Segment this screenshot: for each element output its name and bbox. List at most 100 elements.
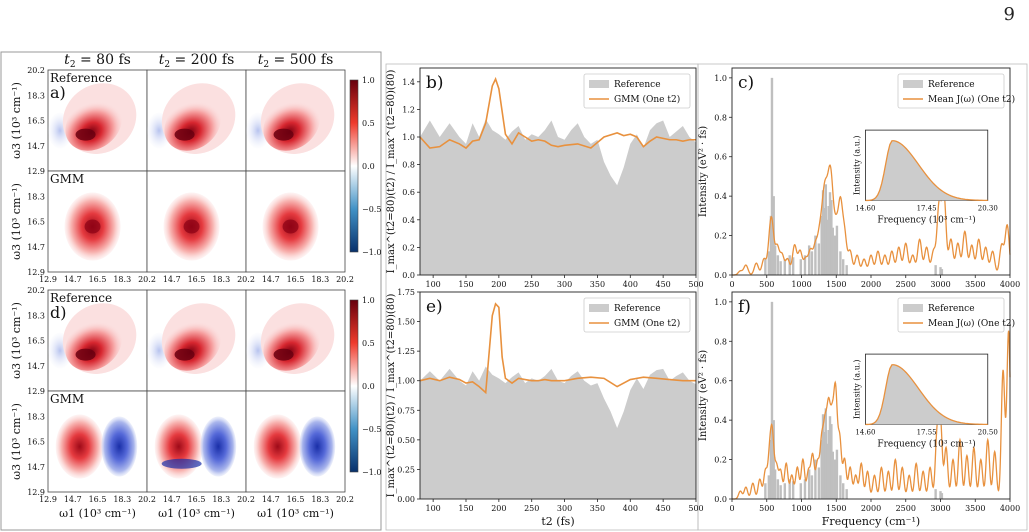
x-tick-label: 14.7 bbox=[64, 495, 82, 504]
reference-stick bbox=[773, 245, 777, 275]
y-tick-label: 16.5 bbox=[27, 218, 45, 227]
reference-stick bbox=[842, 483, 845, 499]
y-tick-label: 0.0 bbox=[402, 271, 415, 280]
colorbar-tick: −1.0 bbox=[362, 248, 381, 257]
y-axis-label: Intensity (eV² · fs) bbox=[698, 350, 709, 441]
reference-stick bbox=[799, 259, 803, 275]
colorbar-tick: −0.5 bbox=[362, 205, 381, 214]
inset-x-tick-label: 14.60 bbox=[855, 428, 875, 436]
legend-box bbox=[897, 297, 1005, 333]
reference-stick bbox=[807, 469, 811, 499]
gmm-negative-streak bbox=[161, 458, 202, 469]
peak-core bbox=[75, 128, 96, 141]
reference-stick bbox=[817, 243, 821, 275]
reference-stick bbox=[810, 475, 814, 499]
row-label: GMM bbox=[50, 172, 84, 186]
colorbar-tick: −0.5 bbox=[362, 425, 381, 434]
y-tick-label: 14.7 bbox=[27, 463, 45, 472]
column-title-var: t bbox=[258, 52, 264, 68]
colorbar-tick: −1.0 bbox=[362, 468, 381, 477]
gmm-line bbox=[419, 76, 696, 150]
x-tick-label: 450 bbox=[656, 504, 671, 513]
chart-e: 100 150 200 250 300 350 400 450 500 0.00 0.25 0.50 0… bbox=[386, 288, 704, 528]
y-tick-label: 0.2 bbox=[714, 456, 727, 465]
x-tick-label: 1000 bbox=[791, 504, 811, 513]
inset-reference-area bbox=[865, 140, 988, 201]
x-tick-label: 3500 bbox=[965, 280, 985, 289]
reference-stick bbox=[839, 251, 842, 275]
x-tick-label: 14.7 bbox=[64, 275, 82, 284]
panel-label: f) bbox=[738, 297, 751, 317]
reference-stick bbox=[820, 439, 823, 499]
gmm-line bbox=[419, 302, 696, 395]
y-tick-label: 0.0 bbox=[714, 271, 727, 280]
x-tick-label: 200 bbox=[491, 280, 506, 289]
reference-stick bbox=[788, 255, 791, 275]
spectrum-cell bbox=[146, 69, 247, 172]
x-tick-label: 350 bbox=[590, 504, 605, 513]
x-tick-label: 14.7 bbox=[262, 495, 280, 504]
colorbar-tick: 0.5 bbox=[362, 119, 375, 128]
reference-stick bbox=[824, 184, 828, 275]
y-tick-label: 12.9 bbox=[27, 167, 45, 176]
reference-stick bbox=[810, 251, 814, 275]
y-tick-label: 1.25 bbox=[397, 347, 415, 356]
reference-stick bbox=[803, 479, 807, 499]
reference-stick bbox=[833, 235, 837, 275]
y-tick-label: 0.6 bbox=[402, 188, 415, 197]
reference-stick bbox=[831, 451, 834, 499]
y-tick-label: 20.2 bbox=[27, 66, 45, 75]
y-tick-label: 18.3 bbox=[27, 412, 45, 421]
reference-stick bbox=[767, 251, 771, 275]
spectrum-cell bbox=[146, 289, 247, 392]
reference-stick bbox=[821, 190, 825, 275]
reference-stick bbox=[823, 431, 826, 499]
x-tick-label: 500 bbox=[759, 504, 774, 513]
x-tick-label: 400 bbox=[623, 280, 638, 289]
y-tick-label: 18.3 bbox=[27, 192, 45, 201]
y-axis-label: ω3 (10³ cm⁻¹) bbox=[10, 82, 23, 159]
inset-x-tick-label: 20.30 bbox=[978, 204, 998, 212]
x-tick-label: 350 bbox=[590, 280, 605, 289]
x-tick-label: 18.3 bbox=[311, 495, 329, 504]
x-tick-label: 4000 bbox=[1000, 504, 1020, 513]
panel-label: d) bbox=[50, 303, 66, 322]
panel-label: a) bbox=[50, 83, 66, 102]
inset-x-tick-label: 14.60 bbox=[855, 204, 875, 212]
reference-stick bbox=[835, 225, 839, 275]
reference-stick bbox=[791, 257, 795, 275]
column-title: t2 = 80 fs bbox=[64, 52, 131, 70]
inset-reference-area bbox=[865, 364, 988, 425]
x-tick-label: 150 bbox=[458, 280, 473, 289]
y-axis-label: ω3 (10³ cm⁻¹) bbox=[10, 183, 23, 260]
legend-box bbox=[897, 73, 1005, 109]
reference-area bbox=[420, 119, 696, 275]
reference-stick bbox=[845, 265, 848, 275]
y-tick-label: 0.50 bbox=[397, 436, 415, 445]
y-axis-label: I_max^(t2=80)(t2) / I_max^(t2=80)(80) bbox=[386, 69, 397, 273]
reference-stick bbox=[770, 77, 774, 275]
x-tick-label: 16.5 bbox=[89, 495, 107, 504]
gmm-positive-lobe bbox=[253, 414, 302, 479]
y-tick-label: 1.0 bbox=[714, 74, 727, 83]
row-label: Reference bbox=[50, 291, 112, 305]
y-tick-label: 12.9 bbox=[27, 387, 45, 396]
x-tick-label: 250 bbox=[524, 504, 539, 513]
y-axis-label: I_max^(t2=80)(t2) / I_max^(t2=80)(80) bbox=[386, 293, 397, 497]
reference-stick bbox=[940, 269, 944, 275]
colorbar-tick: 0.0 bbox=[362, 382, 375, 391]
gmm-positive-lobe bbox=[154, 414, 203, 479]
spectrum-cell bbox=[245, 69, 346, 172]
mean-j-line bbox=[731, 164, 1011, 276]
inset-x-tick-label: 17.55 bbox=[917, 428, 937, 436]
y-tick-label: 0.4 bbox=[714, 416, 727, 425]
reference-stick bbox=[791, 481, 795, 499]
y-tick-label: 0.6 bbox=[714, 377, 727, 386]
row-label: GMM bbox=[50, 392, 84, 406]
column-title: t2 = 500 fs bbox=[258, 52, 334, 70]
reference-stick bbox=[824, 408, 828, 499]
x-tick-label: 14.7 bbox=[163, 275, 181, 284]
